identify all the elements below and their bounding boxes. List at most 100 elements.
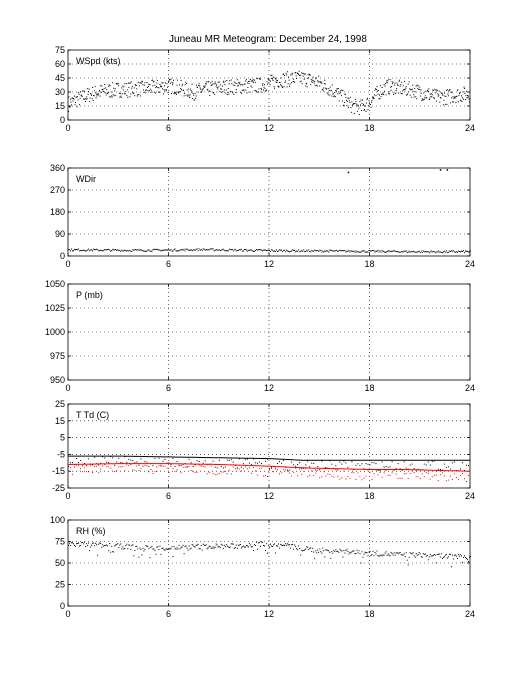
- data-point: [219, 84, 221, 86]
- data-point: [339, 548, 341, 550]
- data-point: [369, 471, 371, 473]
- data-point: [251, 546, 253, 548]
- data-point: [428, 99, 430, 100]
- data-point: [456, 558, 458, 559]
- data-point: [353, 469, 355, 471]
- data-point: [415, 252, 417, 253]
- data-point: [266, 81, 268, 83]
- data-point: [352, 250, 354, 252]
- data-point: [233, 93, 235, 95]
- data-point: [290, 74, 292, 76]
- data-point: [459, 554, 461, 556]
- data-point: [217, 250, 219, 252]
- data-point: [461, 95, 462, 97]
- data-point: [172, 556, 174, 557]
- x-tick-label: 24: [465, 383, 475, 393]
- data-point: [155, 553, 157, 555]
- data-point: [470, 250, 471, 252]
- data-point: [369, 102, 370, 104]
- data-point: [192, 249, 194, 251]
- data-point: [102, 250, 104, 252]
- data-point: [152, 81, 154, 83]
- data-point: [159, 545, 161, 547]
- data-point: [122, 85, 124, 87]
- data-point: [466, 481, 467, 482]
- data-point: [258, 461, 260, 463]
- data-point: [309, 475, 311, 477]
- data-point: [153, 91, 155, 93]
- data-point: [343, 102, 345, 103]
- data-point: [227, 92, 229, 94]
- data-point: [384, 252, 386, 253]
- data-point: [132, 249, 134, 251]
- data-point: [68, 544, 69, 546]
- data-point: [280, 249, 282, 251]
- data-point: [124, 83, 126, 85]
- y-tick-label: -15: [52, 466, 65, 476]
- data-point: [168, 249, 170, 251]
- data-point: [194, 464, 196, 466]
- data-point: [271, 249, 272, 251]
- data-point: [417, 251, 419, 253]
- data-point: [468, 561, 469, 563]
- data-point: [299, 75, 301, 77]
- data-point: [165, 89, 167, 90]
- data-point: [225, 544, 227, 546]
- x-tick-label: 18: [364, 491, 374, 501]
- data-point: [354, 98, 356, 100]
- data-point: [390, 250, 392, 252]
- data-point: [261, 467, 262, 469]
- data-point: [278, 250, 279, 252]
- data-point: [92, 464, 94, 466]
- data-point: [229, 91, 231, 93]
- data-point: [110, 551, 112, 553]
- y-tick-label: 45: [55, 73, 65, 83]
- data-point: [234, 82, 236, 84]
- data-point: [381, 249, 383, 251]
- data-point: [360, 104, 361, 106]
- data-point: [169, 79, 171, 81]
- series-temp-dewpoint-0: [68, 455, 470, 472]
- data-point: [126, 89, 128, 91]
- data-point: [239, 84, 241, 86]
- data-point: [138, 249, 140, 251]
- data-point: [80, 459, 82, 461]
- data-point: [163, 549, 165, 551]
- data-point: [302, 550, 304, 552]
- data-point: [457, 554, 459, 556]
- data-point: [240, 248, 242, 250]
- data-point: [207, 547, 209, 549]
- data-point: [390, 551, 392, 553]
- data-point: [363, 553, 365, 555]
- data-point: [274, 250, 275, 252]
- data-point: [212, 248, 214, 250]
- data-point: [282, 545, 284, 546]
- data-point: [354, 103, 356, 104]
- data-point: [320, 250, 322, 251]
- data-point: [338, 551, 340, 553]
- data-point: [226, 545, 228, 547]
- data-point: [74, 544, 75, 546]
- data-point: [311, 81, 313, 83]
- data-point: [409, 88, 411, 90]
- data-point: [347, 97, 349, 99]
- data-point: [454, 251, 456, 253]
- data-point: [162, 249, 164, 251]
- data-point: [262, 84, 263, 86]
- data-point: [365, 251, 367, 253]
- data-point: [413, 472, 415, 474]
- data-point: [334, 250, 336, 252]
- data-point: [109, 85, 111, 87]
- data-point: [298, 74, 300, 75]
- data-point: [122, 89, 124, 91]
- data-point: [212, 546, 214, 548]
- data-point: [118, 457, 120, 459]
- data-point: [346, 100, 348, 102]
- data-point: [246, 545, 248, 547]
- data-point: [74, 466, 75, 468]
- data-point: [294, 250, 296, 251]
- data-point: [216, 474, 218, 476]
- data-point: [346, 548, 348, 550]
- data-point: [401, 477, 403, 479]
- data-point: [277, 463, 278, 464]
